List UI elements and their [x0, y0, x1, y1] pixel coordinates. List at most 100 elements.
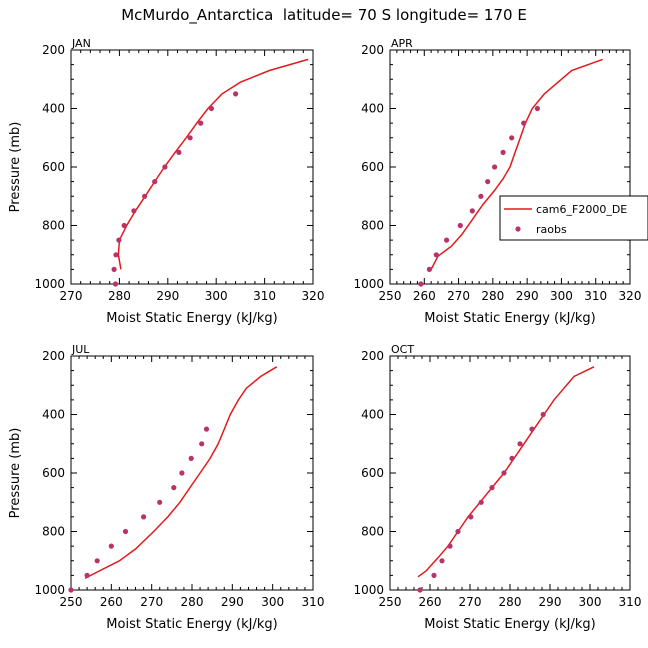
obs-point — [233, 91, 239, 97]
x-tick-label: 300 — [261, 595, 284, 609]
x-axis-title: Moist Static Energy (kJ/kg) — [106, 617, 277, 632]
obs-point — [501, 470, 507, 476]
obs-point — [141, 514, 147, 520]
obs-point — [112, 281, 119, 287]
obs-point — [417, 587, 423, 593]
x-tick-label: 310 — [619, 595, 642, 609]
obs-point — [142, 193, 148, 199]
obs-point — [208, 105, 214, 112]
y-tick-label: 1000 — [34, 583, 65, 597]
panel-label: APR — [391, 37, 413, 50]
x-tick-label: 260 — [413, 289, 436, 303]
obs-point — [176, 149, 182, 155]
legend-label: raobs — [536, 223, 567, 236]
y-tick-label: 400 — [42, 102, 65, 116]
obs-point — [500, 149, 506, 155]
x-tick-label: 250 — [379, 595, 402, 609]
obs-point — [534, 105, 541, 112]
model-series-line — [84, 366, 278, 579]
obs-point — [188, 455, 194, 461]
obs-point — [529, 426, 535, 432]
x-tick-label: 320 — [619, 289, 642, 303]
x-tick-label: 300 — [205, 289, 228, 303]
panel-label: OCT — [391, 343, 414, 356]
y-tick-label: 1000 — [353, 583, 384, 597]
x-tick-label: 250 — [379, 289, 402, 303]
legend-box — [499, 195, 648, 241]
x-tick-label: 280 — [499, 595, 522, 609]
x-tick-label: 290 — [221, 595, 244, 609]
x-tick-label: 310 — [302, 595, 325, 609]
obs-point — [198, 120, 204, 126]
panel-label: JAN — [71, 37, 91, 50]
x-axis-title: Moist Static Energy (kJ/kg) — [106, 311, 277, 326]
x-tick-label: 310 — [253, 289, 276, 303]
obs-point — [469, 208, 475, 214]
obs-point — [431, 572, 437, 579]
obs-point — [116, 237, 122, 243]
model-series-line — [117, 58, 309, 270]
obs-point — [478, 193, 484, 199]
obs-point — [540, 411, 546, 418]
obs-point — [84, 572, 90, 579]
obs-point — [509, 455, 515, 461]
x-tick-label: 280 — [181, 595, 204, 609]
legend-label: cam6_F2000_DE — [536, 203, 627, 216]
obs-point — [447, 543, 453, 549]
y-tick-label: 1000 — [353, 277, 384, 291]
x-tick-label: 300 — [550, 289, 573, 303]
y-tick-label: 200 — [361, 43, 384, 57]
y-tick-label: 200 — [42, 349, 65, 363]
obs-point — [509, 135, 515, 141]
y-tick-label: 1000 — [34, 277, 65, 291]
obs-point — [121, 222, 127, 229]
y-tick-label: 400 — [361, 102, 384, 116]
y-tick-label: 800 — [42, 525, 65, 539]
obs-point — [444, 237, 450, 243]
obs-point — [439, 558, 445, 564]
obs-point — [108, 543, 114, 549]
legend-marker-swatch — [515, 226, 521, 232]
y-tick-label: 400 — [42, 408, 65, 422]
panel-oct: 250 260 270 280 290 300 310 200 400 600 800 1000 OCT… — [353, 343, 641, 632]
model-series-line — [430, 58, 603, 270]
y-tick-label: 800 — [361, 219, 384, 233]
obs-point — [94, 558, 100, 564]
obs-point — [468, 514, 474, 520]
y-tick-label: 800 — [42, 219, 65, 233]
x-tick-label: 310 — [584, 289, 607, 303]
obs-point — [113, 252, 119, 258]
y-tick-label: 200 — [361, 349, 384, 363]
obs-point — [433, 252, 439, 258]
x-tick-label: 260 — [100, 595, 123, 609]
y-axis-title: Pressure (mb) — [8, 122, 23, 213]
x-tick-label: 270 — [447, 289, 470, 303]
x-tick-label: 320 — [302, 289, 325, 303]
obs-point — [111, 266, 117, 272]
panel-jan: 270 280 290 300 310 320 200 400 600 800 1000 JAN Moi… — [8, 37, 324, 326]
y-axis-title: Pressure (mb) — [8, 428, 23, 519]
obs-point — [122, 528, 129, 535]
panel-jul: 250 260 270 280 290 300 310 200 400 600 800 1000 JUL… — [8, 343, 324, 632]
figure-title: McMurdo_Antarctica latitude= 70 S longit… — [121, 6, 527, 24]
obs-point — [131, 208, 137, 214]
panel-label: JUL — [71, 343, 90, 356]
obs-point — [68, 587, 74, 593]
x-tick-label: 260 — [419, 595, 442, 609]
x-tick-label: 280 — [108, 289, 131, 303]
obs-point — [157, 499, 163, 505]
x-tick-label: 250 — [60, 595, 83, 609]
obs-point — [489, 485, 495, 491]
y-tick-label: 600 — [361, 466, 384, 480]
obs-point — [203, 426, 210, 432]
x-tick-label: 280 — [481, 289, 504, 303]
y-tick-label: 600 — [361, 160, 384, 174]
x-tick-label: 290 — [539, 595, 562, 609]
x-tick-label: 300 — [579, 595, 602, 609]
x-tick-label: 290 — [156, 289, 179, 303]
plot-frame — [70, 49, 314, 285]
obs-point — [517, 441, 523, 447]
x-axis-title: Moist Static Energy (kJ/kg) — [424, 311, 595, 326]
